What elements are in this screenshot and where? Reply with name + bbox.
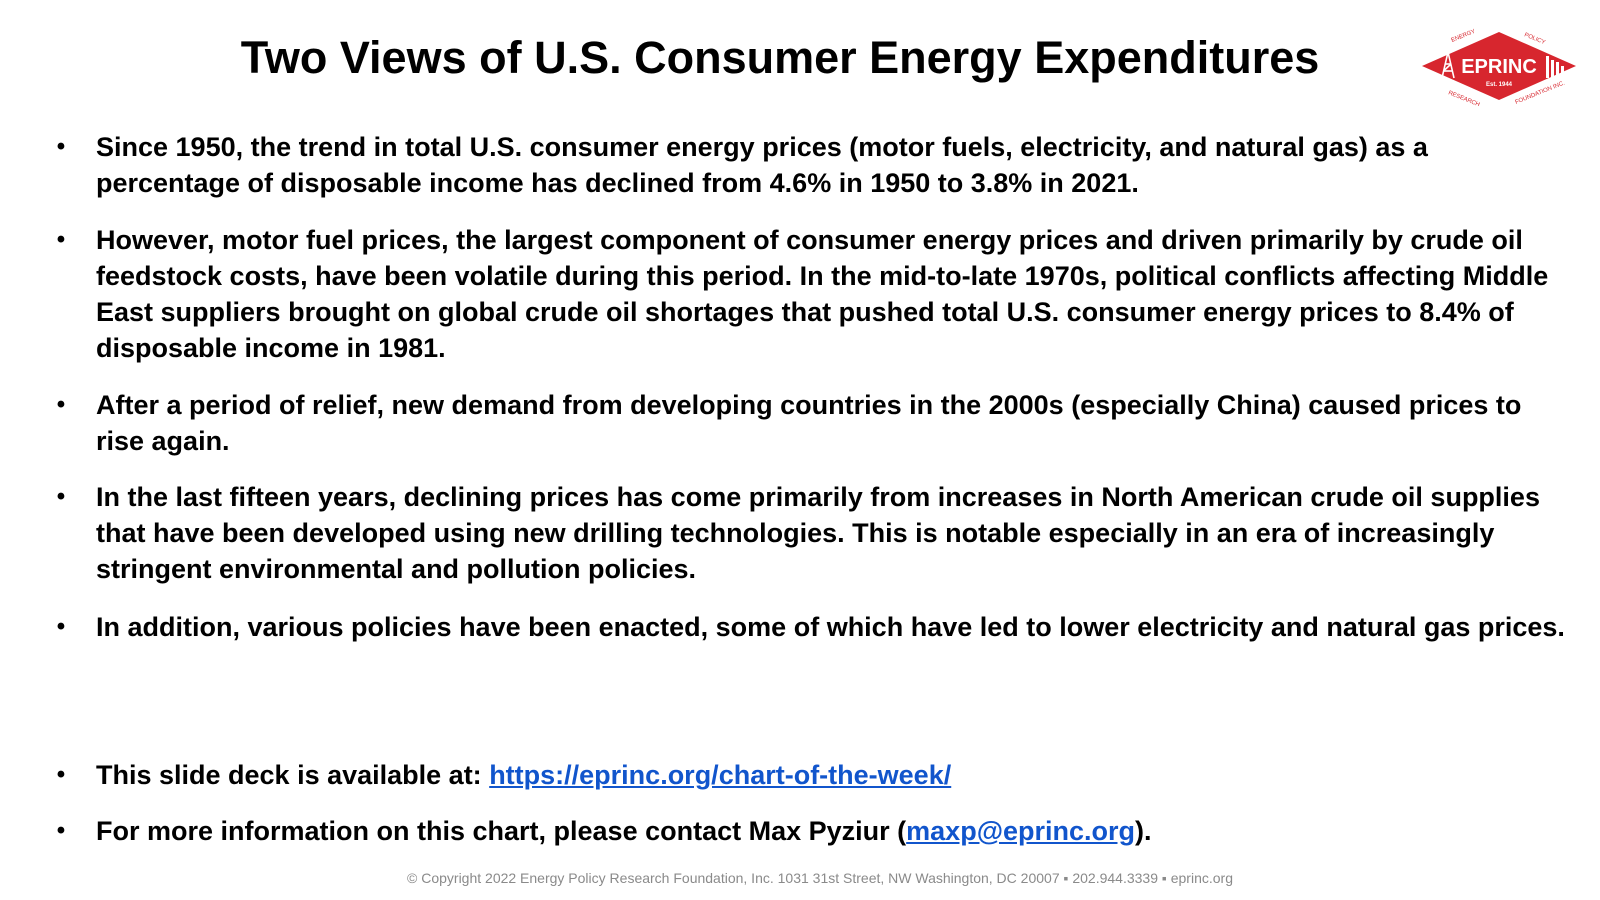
contact-prefix: For more information on this chart, plea… bbox=[96, 816, 907, 846]
bullet-dot: • bbox=[56, 226, 66, 253]
contact-item: • For more information on this chart, pl… bbox=[57, 813, 1566, 849]
bullet-dot: • bbox=[56, 391, 66, 418]
contact-suffix: ). bbox=[1135, 816, 1152, 846]
bullet-text: However, motor fuel prices, the largest … bbox=[96, 225, 1549, 363]
eprinc-logo: EPRINC Est. 1944 ENERGY POLICY RESEARCH … bbox=[1412, 22, 1586, 106]
slide-title: Two Views of U.S. Consumer Energy Expend… bbox=[240, 32, 1320, 83]
bullet-dot: • bbox=[56, 761, 66, 788]
bullet-item: • After a period of relief, new demand f… bbox=[57, 387, 1566, 459]
contact-email-link[interactable]: maxp@eprinc.org bbox=[906, 816, 1136, 846]
bullet-text: After a period of relief, new demand fro… bbox=[96, 390, 1522, 456]
bullet-item: • However, motor fuel prices, the larges… bbox=[57, 222, 1566, 366]
logo-established: Est. 1944 bbox=[1486, 82, 1513, 88]
bullet-text: In the last fifteen years, declining pri… bbox=[96, 482, 1540, 584]
bullet-dot: • bbox=[56, 133, 66, 160]
deck-link-item: • This slide deck is available at: https… bbox=[57, 757, 1566, 793]
bullet-dot: • bbox=[56, 613, 66, 640]
bullet-dot: • bbox=[56, 817, 66, 844]
bullet-text: In addition, various policies have been … bbox=[96, 612, 1565, 642]
deck-link-prefix: This slide deck is available at: bbox=[96, 760, 490, 790]
bullet-item: • In the last fifteen years, declining p… bbox=[57, 479, 1566, 587]
bullet-text: Since 1950, the trend in total U.S. cons… bbox=[96, 132, 1428, 198]
logo-name: EPRINC bbox=[1461, 56, 1537, 78]
bullet-item: • Since 1950, the trend in total U.S. co… bbox=[57, 129, 1566, 201]
copyright-footer: © Copyright 2022 Energy Policy Research … bbox=[407, 870, 1233, 886]
bullet-dot: • bbox=[56, 483, 66, 510]
bullet-item: • In addition, various policies have bee… bbox=[57, 609, 1566, 645]
chart-of-the-week-link[interactable]: https://eprinc.org/chart-of-the-week/ bbox=[489, 760, 952, 790]
